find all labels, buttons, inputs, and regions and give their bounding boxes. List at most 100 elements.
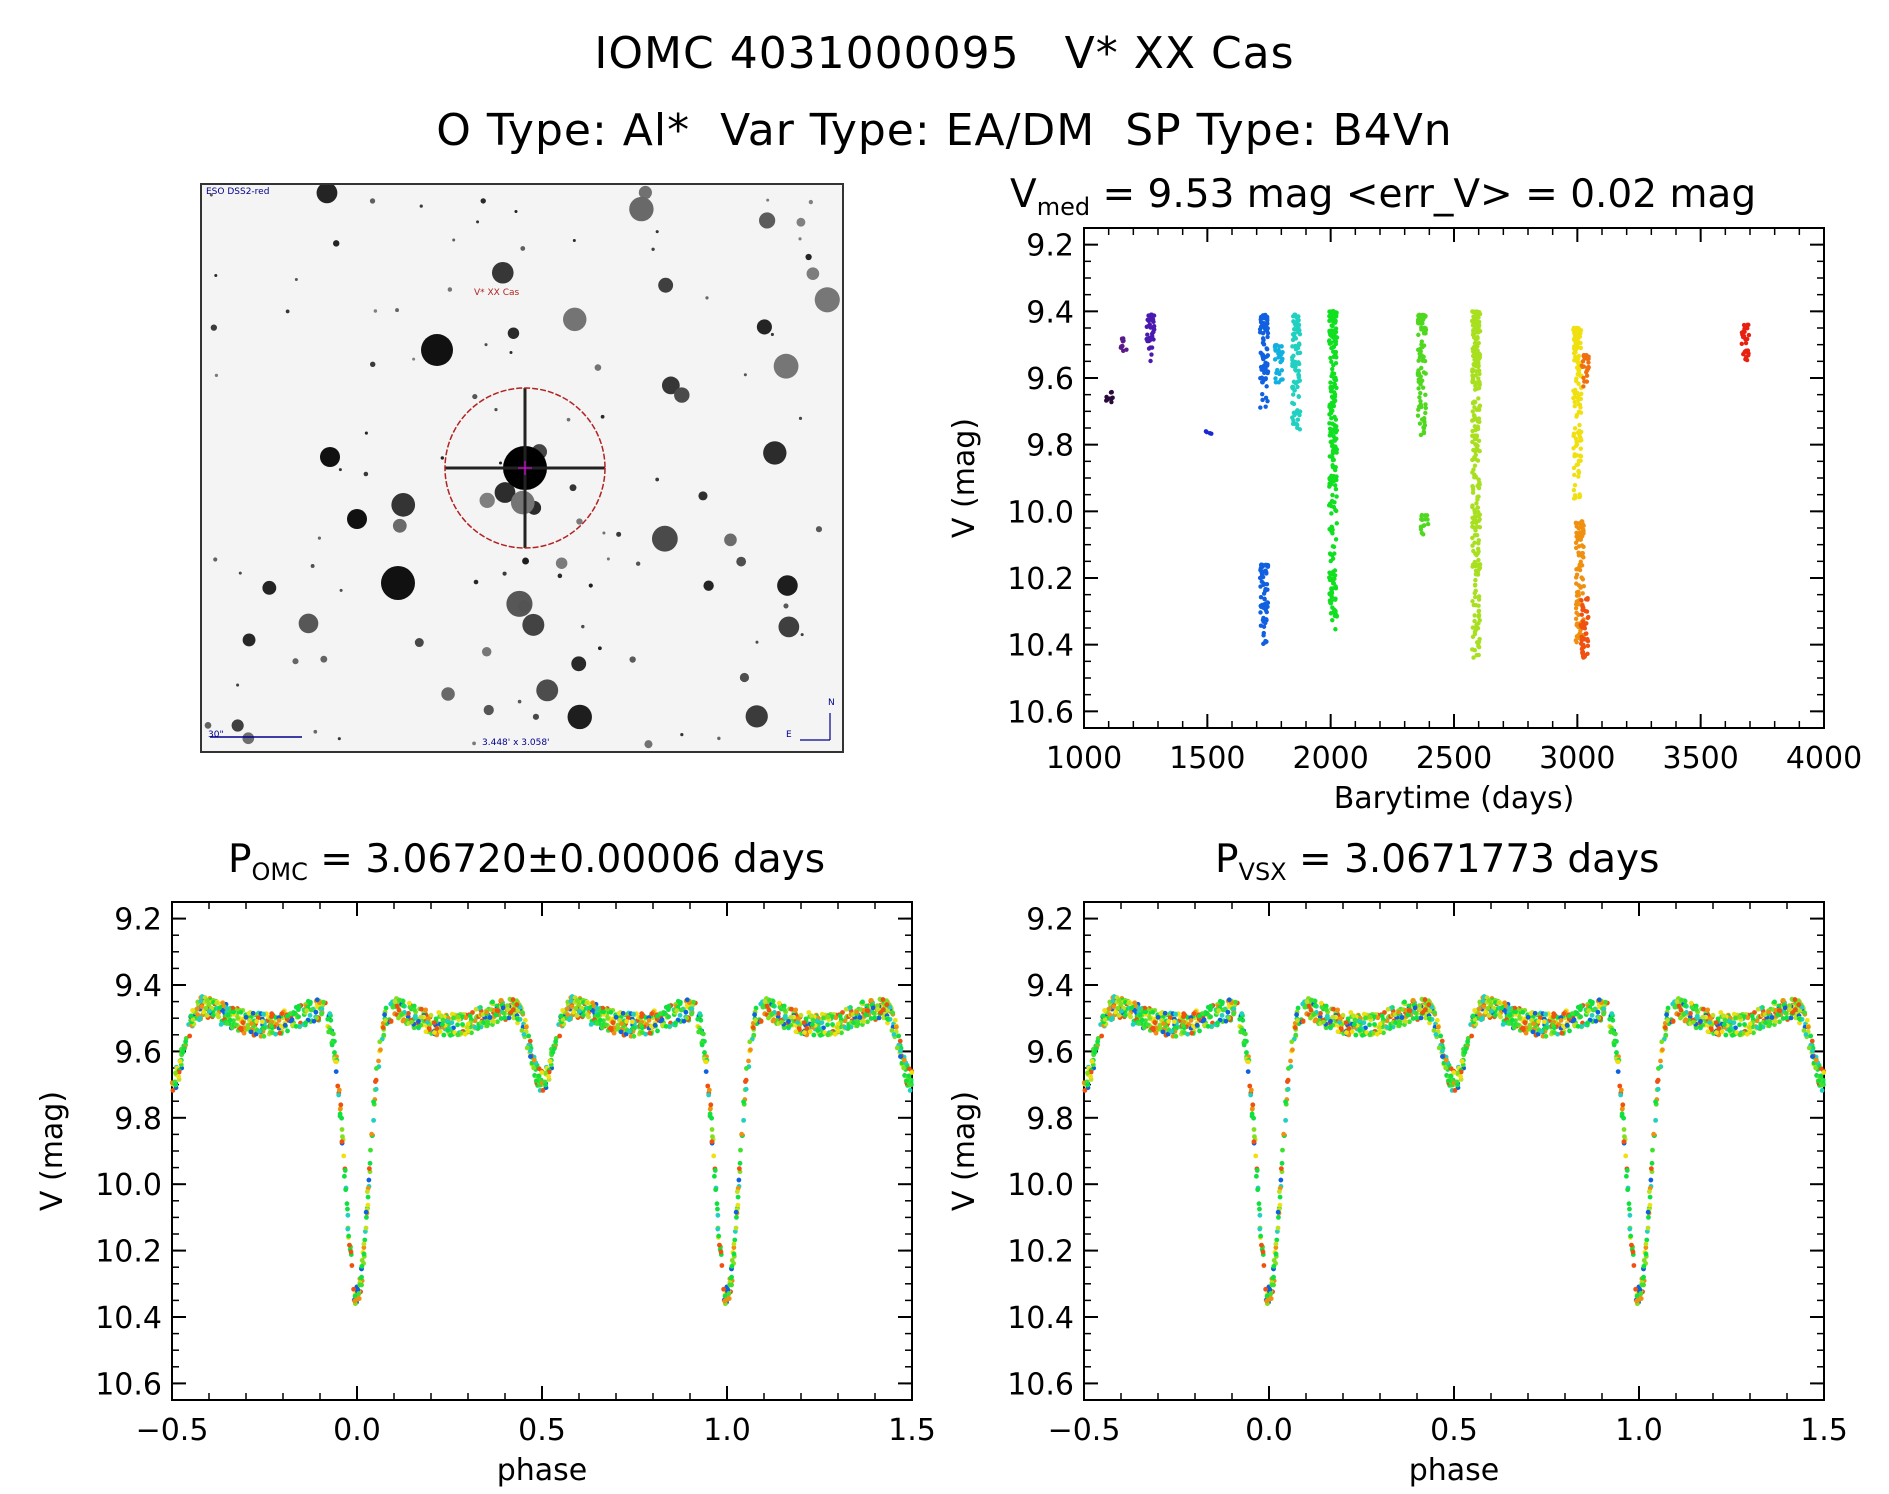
lightcurve-point xyxy=(1421,430,1427,436)
phase_omc-point xyxy=(419,1006,424,1012)
phase_vsx-point xyxy=(1624,1168,1630,1173)
lightcurve-point xyxy=(1333,377,1339,383)
phase_omc-point xyxy=(719,1263,725,1268)
phase_vsx-point xyxy=(1804,1017,1810,1023)
phase_omc-point xyxy=(810,1017,816,1023)
phase_vsx-xtick-label: 0.5 xyxy=(1430,1413,1478,1448)
phase_omc-point xyxy=(505,1006,511,1012)
phase_vsx-point xyxy=(1788,1015,1794,1021)
lightcurve-epoch xyxy=(1579,352,1591,389)
lightcurve-point xyxy=(1584,621,1589,626)
phase_omc-point xyxy=(462,1031,468,1037)
lightcurve-point xyxy=(1328,380,1333,385)
lightcurve-point xyxy=(1576,550,1581,555)
lightcurve-point xyxy=(1104,394,1109,400)
phase_omc-point xyxy=(439,1013,444,1019)
phase_omc-point xyxy=(869,998,874,1003)
phase_omc-point xyxy=(514,1016,520,1022)
phase_omc-point xyxy=(250,1010,256,1016)
finder-star xyxy=(320,655,328,663)
phase_vsx-ytick-label: 10.0 xyxy=(1007,1168,1074,1203)
phase_omc-point xyxy=(493,1012,499,1018)
phase_omc-point xyxy=(314,997,320,1003)
lightcurve-point xyxy=(1580,551,1585,556)
phase_omc-point xyxy=(176,1074,181,1079)
lightcurve-point xyxy=(1296,394,1302,399)
lightcurve-point xyxy=(1279,368,1285,373)
finder-star xyxy=(337,737,341,741)
lightcurve-xtick-label: 4000 xyxy=(1786,741,1862,776)
lightcurve-point xyxy=(1329,416,1334,421)
phase_omc-point xyxy=(240,1020,246,1026)
phase_vsx-point xyxy=(1578,1007,1583,1013)
phase_omc-point xyxy=(321,999,326,1005)
phase_omc-point xyxy=(652,1022,658,1028)
phase_omc-point xyxy=(428,1012,434,1018)
lightcurve-point xyxy=(1470,490,1476,495)
finder-star xyxy=(783,603,789,609)
finder-star xyxy=(441,687,455,701)
phase_vsx-point xyxy=(1257,1212,1263,1218)
phase_vsx-point xyxy=(1806,1024,1811,1030)
phase_omc-point xyxy=(547,1058,553,1064)
phase_omc-point xyxy=(860,999,865,1005)
finder-star xyxy=(498,461,502,465)
phase_omc-point xyxy=(619,1021,624,1026)
phase_vsx-point xyxy=(1434,1017,1440,1023)
phase_omc-point xyxy=(540,1087,546,1093)
phase_omc-point xyxy=(180,1049,186,1055)
lightcurve-point xyxy=(1471,447,1476,453)
phase_vsx-ytick-label: 9.4 xyxy=(1026,969,1074,1004)
phase_omc-point xyxy=(447,1032,453,1038)
phase_omc-point xyxy=(204,1013,210,1018)
phase_vsx-point xyxy=(1683,1017,1689,1023)
lightcurve-point xyxy=(1328,611,1334,616)
phase_omc-point xyxy=(576,1002,582,1007)
phase_omc-ytick-label: 9.4 xyxy=(114,969,162,1004)
phase_vsx-point xyxy=(1093,1046,1099,1052)
phase_omc-point xyxy=(296,1014,301,1020)
phase_vsx-point xyxy=(1436,1024,1441,1030)
phase_omc-point xyxy=(702,1050,707,1055)
phase_vsx-point xyxy=(1288,1058,1293,1064)
phase_omc-point xyxy=(654,1013,660,1019)
lightcurve-xlabel: Barytime (days) xyxy=(1334,781,1575,816)
phase_omc-ytick-label: 10.2 xyxy=(95,1235,162,1270)
lightcurve-point xyxy=(1419,404,1424,410)
phase_omc-point xyxy=(514,1002,520,1008)
phase_omc-point xyxy=(760,1004,766,1010)
lightcurve-xtick-label: 3500 xyxy=(1662,741,1738,776)
phase_omc-point xyxy=(245,1022,251,1028)
phase_omc-point xyxy=(382,1012,387,1018)
phase_omc-point xyxy=(220,1000,226,1006)
lightcurve-point xyxy=(1470,439,1475,445)
phase_vsx-point xyxy=(1323,1003,1329,1009)
finder-star xyxy=(743,373,747,377)
lightcurve-point xyxy=(1265,370,1270,376)
lightcurve-point xyxy=(1330,578,1335,584)
lightcurve-point xyxy=(1121,338,1126,343)
lightcurve-point xyxy=(1572,404,1577,409)
lightcurve-point xyxy=(1263,395,1269,401)
phase_omc-point xyxy=(767,997,773,1003)
phase_vsx-point xyxy=(1277,1202,1283,1208)
lightcurve-ytick-label: 9.8 xyxy=(1026,429,1074,464)
lightcurve-point xyxy=(1585,356,1590,362)
lightcurve-point xyxy=(1476,614,1481,619)
phase_omc-point xyxy=(364,1189,370,1195)
lightcurve-point xyxy=(1416,407,1421,412)
phase_vsx-ytick-label: 9.2 xyxy=(1026,903,1074,938)
phase_omc-point xyxy=(484,1023,490,1029)
lightcurve-point xyxy=(1329,479,1334,485)
phase_omc-point xyxy=(304,1008,310,1013)
phase_omc-point xyxy=(333,1059,339,1065)
phase_omc-point xyxy=(781,1025,787,1031)
figure-subtitle: O Type: Al* Var Type: EA/DM SP Type: B4V… xyxy=(436,105,1453,156)
phase_omc-point xyxy=(771,1017,777,1023)
phase_omc-point xyxy=(700,1031,706,1037)
finder-star xyxy=(369,198,376,204)
phase_omc-point xyxy=(269,1014,274,1019)
phase_omc-point xyxy=(878,1010,883,1016)
phase_vsx-point xyxy=(1603,999,1608,1005)
lightcurve-point xyxy=(1147,335,1152,341)
